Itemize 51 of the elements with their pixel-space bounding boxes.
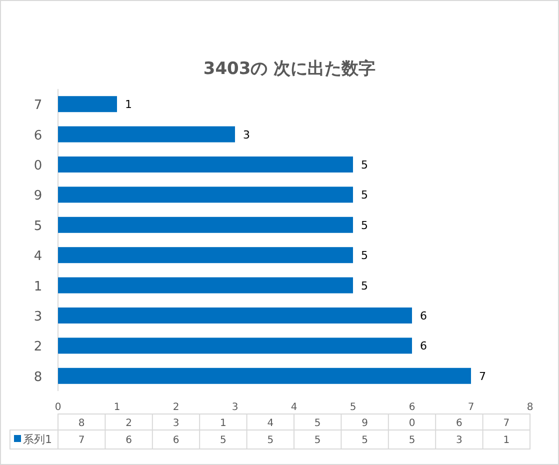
category-label: 7	[78, 435, 85, 446]
category-label: 6	[456, 418, 462, 429]
category-label: 2	[126, 418, 132, 429]
x-tick-label: 4	[290, 402, 298, 413]
x-tick-label: 3	[232, 402, 238, 413]
category-label: 5	[314, 418, 321, 429]
legend-label: 系列1	[23, 433, 52, 446]
category-label: 6	[126, 435, 132, 446]
y-tick-label: 3	[34, 310, 42, 324]
category-label: 8	[78, 418, 85, 429]
data-label: 5	[361, 188, 368, 202]
y-tick-label: 0	[34, 158, 42, 174]
y-tick-label: 9	[34, 188, 42, 204]
y-tick-label: 2	[34, 340, 42, 355]
data-label: 6	[420, 310, 427, 322]
category-label: 1	[503, 435, 510, 446]
category-label: 5	[220, 435, 226, 446]
category-label: 5	[362, 435, 368, 446]
x-tick-label: 2	[172, 402, 180, 413]
data-label: 1	[125, 98, 132, 112]
category-label: 5	[267, 435, 274, 446]
category-label: 4	[267, 418, 274, 429]
category-label: 9	[362, 418, 368, 429]
data-label: 7	[479, 370, 486, 383]
chart-title: 3403の 次に出た数字	[203, 59, 376, 79]
x-tick-label: 0	[54, 402, 62, 413]
x-tick-label: 7	[468, 402, 474, 413]
data-label: 5	[361, 218, 368, 232]
category-label: 0	[408, 418, 416, 429]
category-label: 3	[456, 435, 462, 446]
category-label: 1	[220, 418, 226, 429]
y-tick-label: 5	[34, 218, 42, 234]
y-tick-label: 1	[34, 279, 42, 294]
y-tick-label: 4	[34, 249, 42, 264]
y-tick-label: 7	[34, 98, 42, 114]
x-tick-label: 5	[350, 402, 356, 413]
data-label: 5	[361, 158, 368, 172]
data-label: 6	[420, 340, 427, 353]
category-label: 5	[408, 435, 416, 446]
data-label: 3	[243, 128, 250, 142]
data-label: 5	[361, 249, 368, 262]
category-label: 7	[503, 418, 510, 429]
y-tick-label: 8	[34, 370, 42, 385]
category-label: 3	[172, 418, 180, 429]
data-label: 5	[361, 279, 368, 292]
category-label: 6	[172, 435, 180, 446]
category-label: 5	[314, 435, 321, 446]
y-tick-label: 6	[34, 128, 42, 144]
x-tick-label: 8	[526, 402, 534, 413]
x-tick-label: 6	[408, 402, 416, 413]
x-tick-label: 1	[114, 402, 120, 413]
